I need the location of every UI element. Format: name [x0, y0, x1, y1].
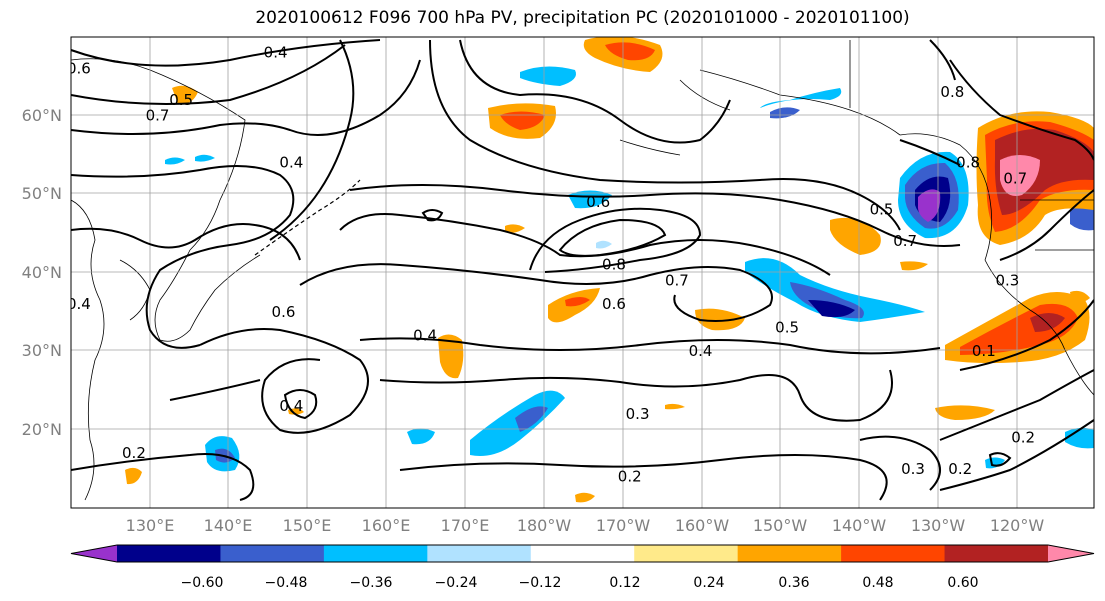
lon-label: 140°W	[832, 516, 887, 535]
contour-label: 0.2	[122, 444, 146, 462]
colorbar-tick-label: −0.24	[435, 575, 478, 591]
pv-contours	[71, 39, 1094, 501]
latitude-labels: 60°N 50°N 40°N 30°N 20°N	[22, 106, 62, 439]
colorbar	[70, 544, 1095, 563]
contour-label: 0.4	[689, 342, 713, 360]
lat-label: 60°N	[22, 106, 62, 125]
contour-label: 0.6	[602, 295, 626, 313]
map-panel: 0.60.40.50.70.40.60.80.70.60.50.70.50.40…	[67, 37, 1094, 508]
lon-label: 160°E	[362, 516, 411, 535]
colorbar-segment	[220, 545, 325, 562]
colorbar-segment	[530, 545, 635, 562]
colorbar-tick-label: 0.36	[778, 575, 809, 591]
lon-label: 170°W	[596, 516, 651, 535]
colorbar-segment	[634, 545, 739, 562]
lon-label: 150°W	[753, 516, 808, 535]
contour-label: 0.6	[586, 193, 610, 211]
contour-label: 0.6	[272, 303, 296, 321]
gridlines	[71, 37, 1094, 508]
contour-label: 0.2	[948, 460, 972, 478]
colorbar-tick-label: 0.48	[862, 575, 893, 591]
colorbar-segment	[427, 545, 532, 562]
precipitation-shading	[125, 37, 1094, 503]
colorbar-tick-label: −0.36	[350, 575, 393, 591]
contour-label: 0.8	[602, 256, 626, 274]
contour-label: 0.6	[67, 59, 91, 77]
map-frame	[70, 36, 1095, 509]
map-title: 2020100612 F096 700 hPa PV, precipitatio…	[255, 8, 910, 28]
contour-label: 0.7	[1003, 169, 1027, 187]
contour-label: 0.2	[1011, 428, 1035, 446]
colorbar-tick-label: −0.48	[265, 575, 308, 591]
colorbar-tick-labels: −0.60 −0.48 −0.36 −0.24 −0.12 0.12 0.24 …	[181, 575, 979, 591]
lat-label: 30°N	[22, 341, 62, 360]
colorbar-outline	[70, 544, 1095, 563]
lat-label: 20°N	[22, 420, 62, 439]
contour-label: 0.8	[940, 83, 964, 101]
lon-label: 140°E	[204, 516, 253, 535]
contour-label: 0.7	[665, 271, 689, 289]
contour-label: 0.2	[618, 468, 642, 486]
colorbar-tick-label: −0.12	[519, 575, 562, 591]
contour-label: 0.8	[956, 154, 980, 172]
contour-label: 0.3	[901, 460, 925, 478]
contour-label: 0.5	[169, 91, 193, 109]
colorbar-tick-label: 0.60	[947, 575, 978, 591]
contour-label: 0.1	[972, 342, 996, 360]
colorbar-segment	[117, 545, 221, 562]
colorbar-tick-label: 0.12	[609, 575, 640, 591]
contour-label: 0.7	[893, 232, 917, 250]
lat-label: 40°N	[22, 263, 62, 282]
lon-label: 130°W	[911, 516, 966, 535]
contour-label: 0.4	[413, 326, 437, 344]
lon-label: 170°E	[441, 516, 490, 535]
contour-label: 0.3	[626, 405, 650, 423]
contour-labels: 0.60.40.50.70.40.60.80.70.60.50.70.50.40…	[67, 44, 1035, 486]
colorbar-segment	[841, 545, 946, 562]
colorbar-extend-max	[1048, 545, 1094, 562]
lon-label: 130°E	[126, 516, 175, 535]
contour-label: 0.7	[146, 107, 170, 125]
colorbar-segment	[323, 545, 428, 562]
lon-label: 150°E	[283, 516, 332, 535]
lon-label: 120°W	[990, 516, 1045, 535]
contour-label: 0.4	[279, 154, 303, 172]
colorbar-tick-label: 0.24	[693, 575, 724, 591]
colorbar-segment	[737, 545, 842, 562]
lon-label: 160°W	[675, 516, 730, 535]
contour-label: 0.5	[870, 201, 894, 219]
contour-label: 0.4	[279, 397, 303, 415]
lon-label: 180°W	[517, 516, 572, 535]
contour-label: 0.5	[775, 318, 799, 336]
lat-label: 50°N	[22, 184, 62, 203]
longitude-labels: 130°E 140°E 150°E 160°E 170°E 180°W 170°…	[126, 516, 1045, 535]
contour-label: 0.3	[996, 271, 1020, 289]
contour-label: 0.4	[264, 44, 288, 62]
colorbar-extend-min	[71, 545, 117, 562]
contour-label: 0.4	[67, 295, 91, 313]
colorbar-tick-label: −0.60	[181, 575, 224, 591]
colorbar-segment	[944, 545, 1049, 562]
